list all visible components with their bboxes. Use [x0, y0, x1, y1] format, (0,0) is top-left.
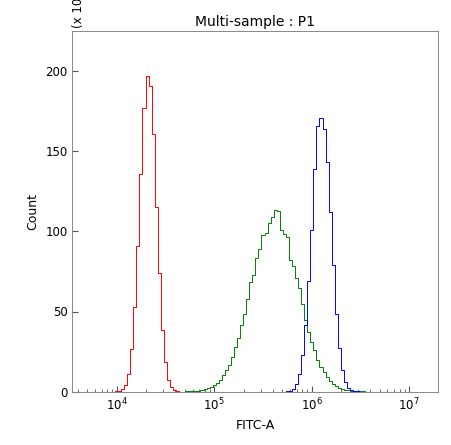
- Y-axis label: Count: Count: [27, 193, 40, 230]
- Title: Multi-sample : P1: Multi-sample : P1: [195, 15, 315, 28]
- X-axis label: FITC-A: FITC-A: [235, 419, 274, 432]
- Text: (x 10¹): (x 10¹): [72, 0, 85, 28]
